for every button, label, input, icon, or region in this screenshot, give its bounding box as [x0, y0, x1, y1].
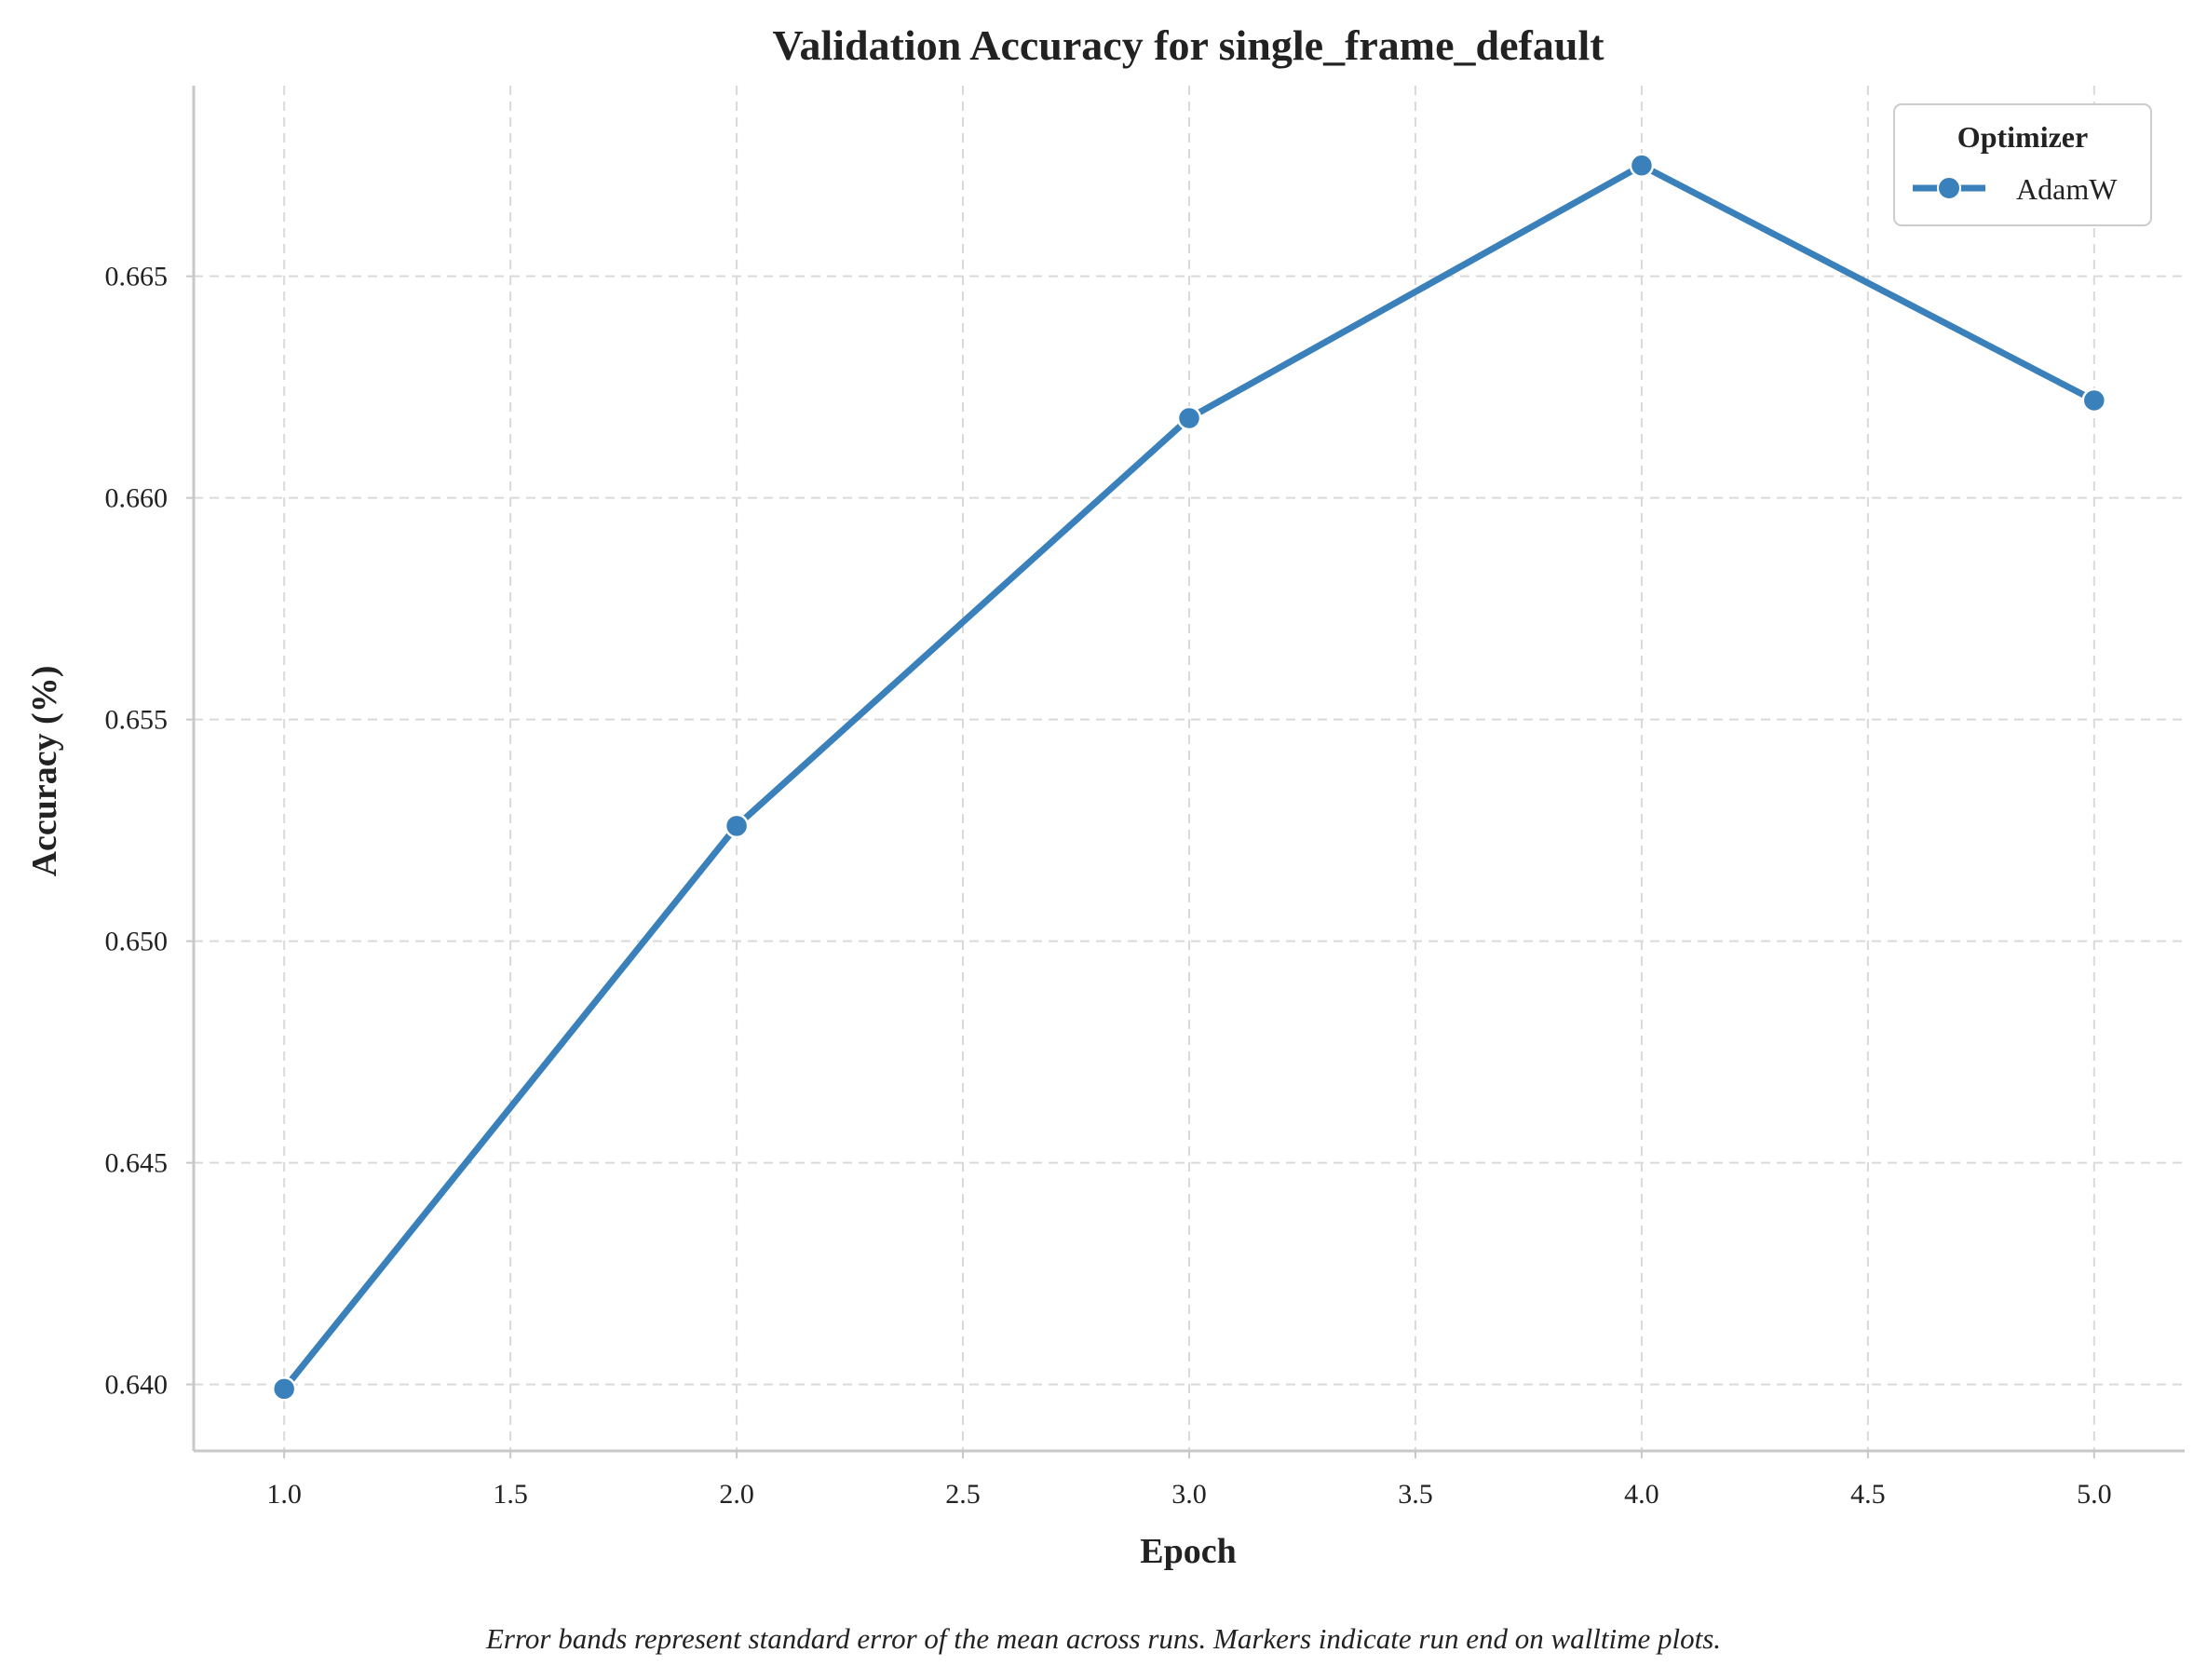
- x-tick-label: 5.0: [2077, 1479, 2112, 1510]
- grid: [194, 86, 2185, 1451]
- series-layer: [271, 153, 2107, 1402]
- y-tick-label: 0.640: [105, 1370, 169, 1401]
- x-tick-label: 4.0: [1624, 1479, 1659, 1510]
- legend-marker: [1937, 176, 1961, 200]
- data-point: [724, 813, 750, 839]
- data-point: [2081, 387, 2107, 413]
- y-tick-label: 0.665: [105, 262, 169, 292]
- legend-entry-label: AdamW: [2016, 172, 2118, 206]
- data-point: [271, 1376, 297, 1402]
- y-tick-label: 0.660: [105, 483, 169, 514]
- y-tick-label: 0.655: [105, 705, 169, 736]
- series-line-0: [280, 162, 2098, 1392]
- x-tick-label: 1.0: [266, 1479, 302, 1510]
- y-tick-label: 0.650: [105, 927, 169, 957]
- x-ticks: 1.0 1.5 2.0 2.5 3.0 3.5 4.0 4.5 5.0: [266, 1451, 2112, 1510]
- x-tick-label: 3.5: [1398, 1479, 1433, 1510]
- data-point: [1629, 153, 1655, 178]
- chart-title: Validation Accuracy for single_frame_def…: [772, 21, 1604, 69]
- legend: Optimizer AdamW: [1893, 103, 2152, 226]
- x-tick-label: 4.5: [1850, 1479, 1886, 1510]
- y-tick-label: 0.645: [105, 1148, 169, 1179]
- y-axis-label: Accuracy (%): [25, 666, 64, 877]
- x-tick-label: 3.0: [1171, 1479, 1207, 1510]
- data-point: [1176, 405, 1202, 431]
- x-tick-label: 1.5: [493, 1479, 528, 1510]
- y-ticks: 0.640 0.645 0.650 0.655 0.660 0.665: [105, 262, 194, 1401]
- legend-title: Optimizer: [1957, 120, 2088, 154]
- chart-caption: Error bands represent standard error of …: [485, 1622, 1721, 1655]
- x-tick-label: 2.5: [945, 1479, 981, 1510]
- x-axis-label: Epoch: [1140, 1532, 1236, 1571]
- x-tick-label: 2.0: [719, 1479, 754, 1510]
